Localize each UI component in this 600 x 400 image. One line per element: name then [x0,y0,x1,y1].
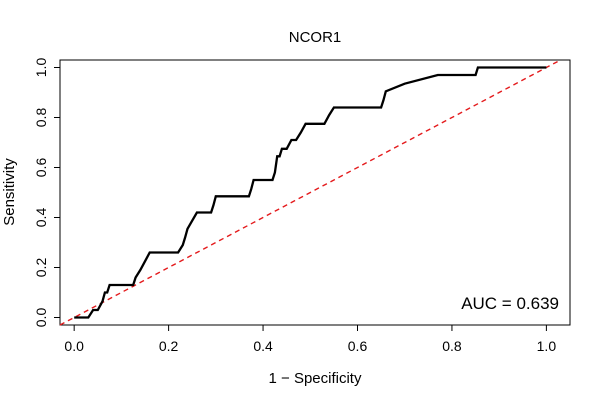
x-tick-label: 0.2 [159,338,179,354]
y-tick-label: 0.8 [33,108,49,128]
x-tick-label: 1.0 [537,338,557,354]
roc-curve-line [74,66,547,319]
y-tick-label: 0.0 [33,308,49,328]
y-axis: 0.0 0.2 0.4 0.6 0.8 1.0 [33,58,61,328]
y-tick-label: 0.2 [33,258,49,278]
reference-diagonal-line [59,59,561,326]
chart-title: NCOR1 [289,29,342,46]
x-tick-label: 0.6 [348,338,368,354]
y-tick-label: 0.6 [33,158,49,178]
x-tick-label: 0.0 [64,338,84,354]
y-tick-label: 0.4 [33,208,49,228]
y-axis-label: Sensitivity [1,158,18,226]
auc-annotation: AUC = 0.639 [461,294,559,313]
plot-area [59,59,561,326]
x-tick-label: 0.4 [253,338,273,354]
plot-border [59,59,571,326]
x-axis-label: 1 − Specificity [269,370,362,387]
x-tick-label: 0.8 [442,338,462,354]
y-tick-label: 1.0 [33,58,49,78]
x-axis: 0.0 0.2 0.4 0.6 0.8 1.0 [64,324,557,354]
